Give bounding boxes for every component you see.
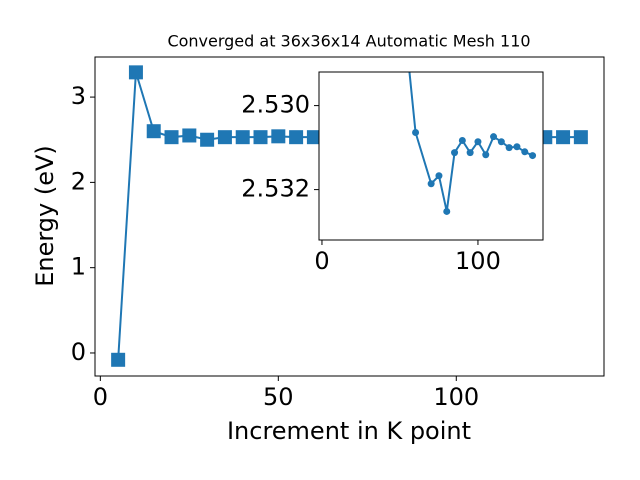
- y-tick-label: 0: [71, 338, 86, 366]
- marker: [217, 130, 232, 145]
- y-tick-label: 1: [71, 253, 86, 281]
- marker: [289, 130, 304, 145]
- marker: [235, 130, 250, 145]
- x-tick-label: 100: [433, 383, 479, 411]
- marker: [466, 149, 474, 157]
- marker: [521, 148, 529, 156]
- marker: [146, 124, 161, 139]
- y-tick-label: 2.530: [241, 91, 310, 119]
- plot-area: [408, 72, 537, 215]
- inset: 0 100 2.530 2.532: [241, 71, 544, 275]
- data-line: [408, 72, 533, 212]
- x-tick-label: 100: [455, 247, 501, 275]
- marker: [128, 65, 143, 80]
- y-tick-label: 3: [71, 82, 86, 110]
- y-tick-label: 2.532: [241, 175, 310, 203]
- marker: [182, 128, 197, 143]
- marker: [443, 207, 451, 215]
- marker: [306, 130, 321, 145]
- marker: [253, 130, 268, 145]
- marker: [474, 138, 482, 146]
- y-axis-label: Energy (eV): [31, 145, 59, 287]
- marker: [458, 136, 466, 144]
- marker: [164, 130, 179, 145]
- x-tick-label: 0: [314, 247, 329, 275]
- x-tick-label: 0: [93, 383, 108, 411]
- marker: [200, 132, 215, 147]
- axes-frame: [318, 71, 544, 241]
- x-axis-label: Increment in K point: [227, 417, 471, 445]
- marker: [482, 151, 490, 159]
- marker: [111, 352, 126, 367]
- chart-title: Converged at 36x36x14 Automatic Mesh 110: [167, 32, 530, 51]
- marker: [529, 152, 537, 160]
- marker: [505, 144, 513, 152]
- marker: [497, 138, 505, 146]
- marker: [412, 128, 420, 136]
- marker: [427, 180, 435, 188]
- axes-background: [319, 72, 543, 240]
- x-tick-label: 50: [263, 383, 294, 411]
- marker: [490, 133, 498, 141]
- marker: [271, 129, 286, 144]
- marker: [513, 143, 521, 151]
- marker: [556, 130, 571, 145]
- marker: [451, 149, 459, 157]
- y-tick-label: 2: [71, 167, 86, 195]
- marker: [435, 172, 443, 180]
- axes-frame: [94, 56, 605, 377]
- marker: [573, 130, 588, 145]
